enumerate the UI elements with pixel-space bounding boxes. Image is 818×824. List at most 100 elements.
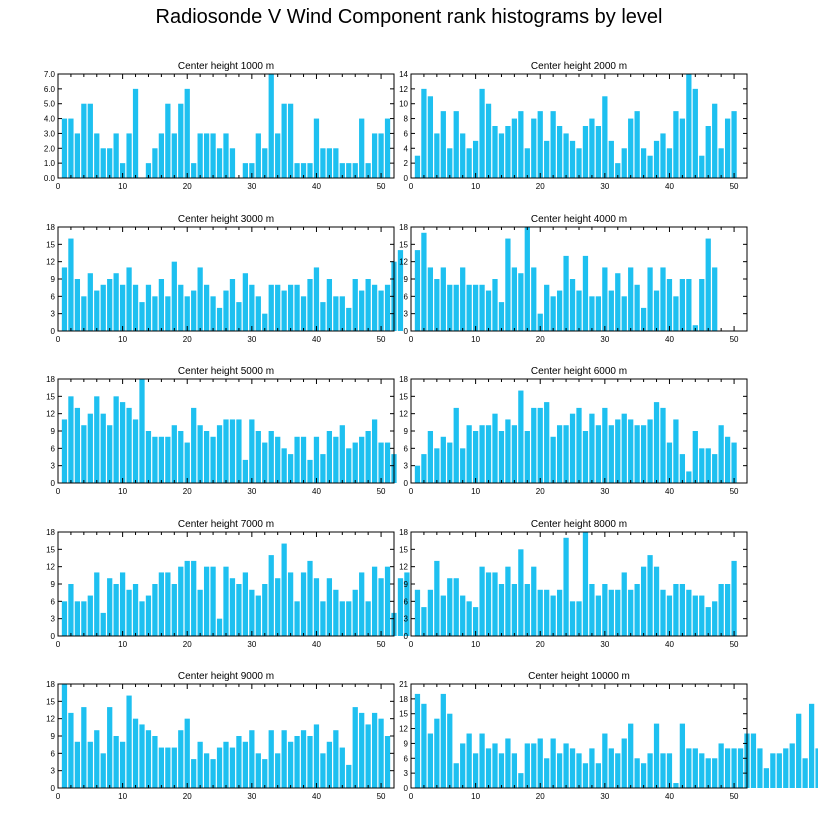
bar (679, 279, 686, 331)
bar (524, 431, 530, 483)
y-tick-label: 15 (399, 392, 408, 401)
bar (505, 238, 511, 331)
bar (770, 753, 776, 788)
y-tick-label: 6 (51, 444, 56, 453)
bar (171, 584, 177, 636)
bar (757, 748, 763, 788)
bar (184, 560, 190, 636)
x-tick-label: 40 (312, 182, 321, 191)
y-tick-label: 15 (46, 240, 55, 249)
bar (294, 163, 300, 178)
y-tick-label: 12 (46, 563, 55, 572)
panel: Center height 3000 m 0 3 6 9 12 15 18 0 10 20 30 40 5… (46, 214, 404, 344)
bar (634, 584, 640, 636)
bar (537, 738, 543, 788)
bar (615, 753, 621, 788)
bar (68, 238, 74, 331)
y-tick-label: 0 (51, 632, 56, 641)
bar (802, 758, 808, 788)
bar (223, 133, 229, 178)
bar (352, 442, 358, 483)
x-tick-label: 10 (118, 640, 127, 649)
bar (544, 402, 550, 483)
x-tick-label: 0 (56, 487, 61, 496)
bar (447, 578, 453, 636)
bar (68, 584, 74, 636)
bar (191, 759, 197, 788)
bar (731, 111, 737, 178)
bar (61, 684, 68, 788)
x-tick-label: 10 (118, 792, 127, 801)
bar (634, 758, 640, 788)
y-tick-label: 3.0 (44, 129, 56, 138)
bar (763, 768, 770, 788)
bar (414, 155, 421, 178)
y-tick-label: 18 (46, 680, 55, 689)
x-tick-label: 30 (600, 640, 609, 649)
bar (472, 140, 479, 178)
x-tick-label: 0 (409, 487, 414, 496)
bar (589, 413, 595, 483)
bar (434, 133, 440, 178)
bar (440, 111, 446, 178)
bar (589, 584, 595, 636)
bar (608, 140, 614, 178)
bar (434, 279, 440, 331)
bar (628, 419, 634, 483)
x-tick-label: 30 (247, 182, 256, 191)
bar (255, 133, 261, 178)
y-tick-label: 21 (399, 680, 408, 689)
bar (197, 133, 203, 178)
bar (165, 436, 171, 483)
y-tick-label: 15 (46, 545, 55, 554)
bar (679, 723, 686, 788)
bar (339, 163, 345, 178)
bar (718, 425, 724, 483)
bar (653, 723, 660, 788)
bar (126, 589, 132, 636)
x-tick-label: 30 (600, 487, 609, 496)
bar (576, 407, 582, 483)
y-tick-label: 15 (399, 710, 408, 719)
bar (589, 748, 595, 788)
bar (783, 748, 789, 788)
bar (165, 296, 171, 331)
bar (210, 759, 216, 788)
bar (74, 601, 81, 636)
bar (718, 148, 724, 178)
bar (563, 133, 569, 178)
bar (68, 396, 74, 483)
bar (229, 747, 236, 788)
x-tick-label: 50 (377, 640, 386, 649)
bar (152, 436, 158, 483)
bar (320, 601, 326, 636)
bar (223, 419, 229, 483)
page-title: Radiosonde V Wind Component rank histogr… (155, 6, 663, 28)
bar (692, 748, 698, 788)
bar (434, 718, 440, 788)
bar (628, 589, 634, 636)
bar (210, 436, 216, 483)
bar (384, 566, 391, 636)
bar (242, 459, 249, 483)
bar (61, 601, 68, 636)
bar (100, 284, 106, 331)
bar (440, 436, 446, 483)
x-tick-label: 10 (471, 792, 480, 801)
bar (178, 730, 184, 788)
bar (171, 425, 177, 483)
bar (216, 425, 223, 483)
bar (113, 396, 119, 483)
bar (320, 454, 326, 483)
bar (686, 279, 692, 331)
bar (750, 733, 757, 788)
bar (472, 431, 479, 483)
bar (216, 148, 223, 178)
bar (94, 133, 100, 178)
bar (100, 413, 106, 483)
bar (414, 465, 421, 483)
bar (281, 730, 287, 788)
bar (300, 436, 307, 483)
panel-title: Center height 6000 m (531, 366, 627, 377)
y-tick-label: 18 (399, 375, 408, 384)
